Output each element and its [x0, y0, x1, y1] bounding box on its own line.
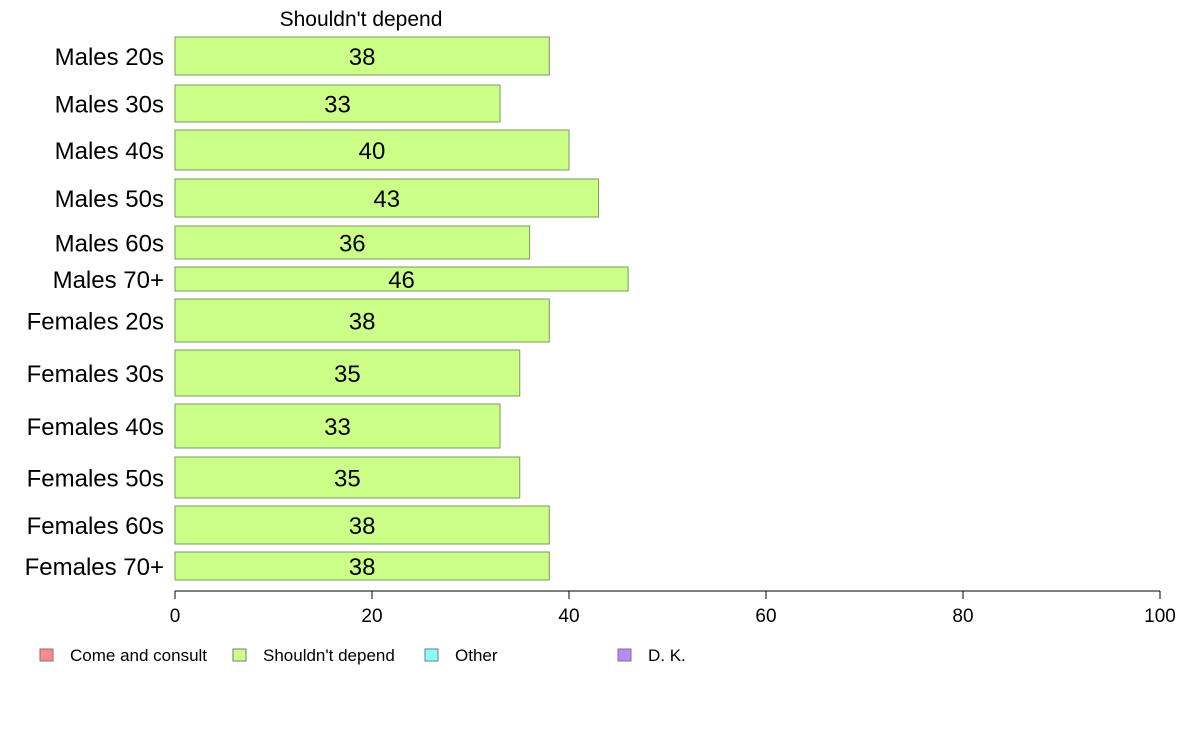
- legend-swatch: [232, 648, 247, 662]
- data-label: 35: [334, 466, 361, 493]
- category-label: Males 50s: [55, 186, 164, 213]
- category-label: Females 70+: [25, 554, 164, 581]
- data-label: 38: [349, 44, 376, 71]
- x-tick-label: 80: [952, 606, 973, 627]
- data-label: 46: [388, 267, 415, 294]
- bar: [174, 298, 550, 343]
- legend-swatch: [424, 648, 439, 662]
- x-tick-label: 40: [558, 606, 579, 627]
- category-label: Males 60s: [55, 231, 164, 258]
- legend-label: D. K.: [648, 646, 686, 665]
- data-label: 33: [324, 92, 351, 119]
- bar: [174, 349, 521, 397]
- legend: Come and consult Shouldn't depend Other D. …: [39, 646, 686, 665]
- bar: [174, 505, 550, 545]
- x-axis: 0 20 40 60 80 100: [170, 590, 1176, 627]
- bar: [174, 551, 550, 581]
- bar: [174, 225, 531, 260]
- bar: [174, 456, 521, 499]
- category-label: Males 30s: [55, 92, 164, 119]
- category-label: Males 20s: [55, 44, 164, 71]
- data-label: 33: [324, 414, 351, 441]
- category-label: Males 40s: [55, 138, 164, 165]
- category-label: Females 20s: [27, 309, 164, 336]
- category-label: Females 40s: [27, 414, 164, 441]
- data-label: 43: [373, 186, 400, 213]
- x-tick-label: 20: [361, 606, 382, 627]
- bar: [174, 403, 501, 449]
- data-label: 38: [349, 513, 376, 540]
- legend-swatch: [39, 648, 54, 662]
- chart-title: Shouldn't depend: [280, 8, 443, 31]
- legend-label: Come and consult: [70, 646, 207, 665]
- category-label: Males 70+: [53, 267, 164, 294]
- x-tick-label: 0: [170, 606, 181, 627]
- bar: [174, 178, 600, 218]
- x-tick-label: 100: [1144, 606, 1176, 627]
- category-label: Females 30s: [27, 361, 164, 388]
- bar: [174, 36, 550, 76]
- category-label: Females 60s: [27, 513, 164, 540]
- data-label: 40: [359, 138, 386, 165]
- bar: [174, 84, 501, 123]
- data-label: 38: [349, 309, 376, 336]
- bars-group: Males 20s 38 Males 30s 33 Males 40s 40 Males 5…: [25, 36, 629, 581]
- x-tick-label: 60: [755, 606, 776, 627]
- bar: [174, 129, 570, 171]
- bar: [174, 266, 629, 292]
- legend-label: Other: [455, 646, 498, 665]
- category-label: Females 50s: [27, 466, 164, 493]
- legend-label: Shouldn't depend: [263, 646, 395, 665]
- legend-swatch: [617, 648, 632, 662]
- data-label: 38: [349, 554, 376, 581]
- data-label: 36: [339, 231, 366, 258]
- data-label: 35: [334, 361, 361, 388]
